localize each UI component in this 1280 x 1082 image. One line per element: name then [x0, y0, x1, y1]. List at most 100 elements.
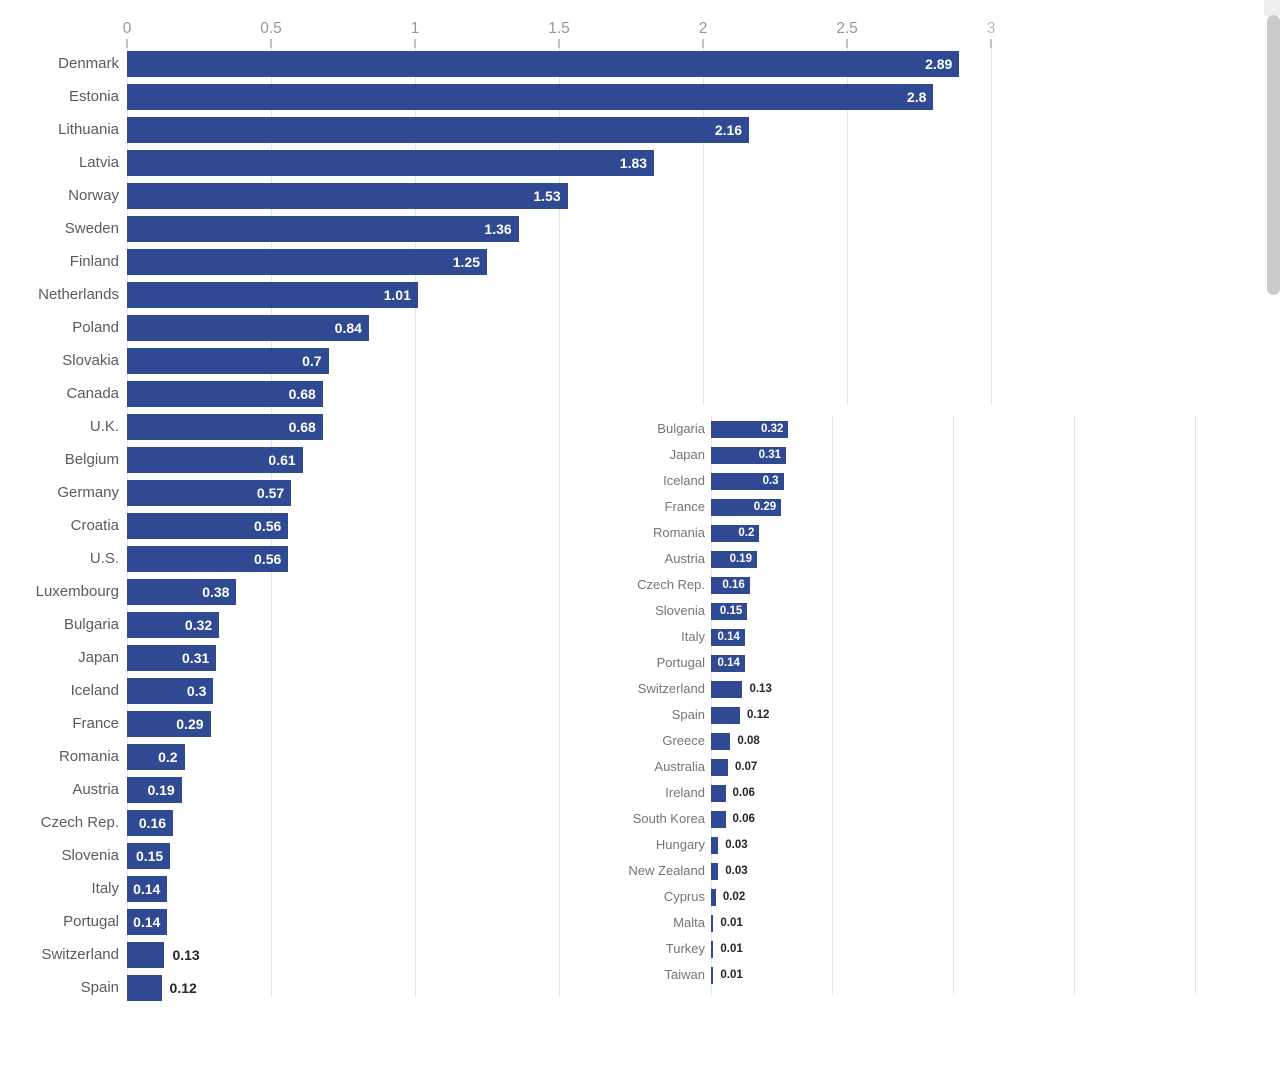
value-label-latvia: 1.83 — [619, 155, 648, 171]
bar-bulgaria — [127, 612, 220, 638]
value-label-slovenia: 0.15 — [719, 604, 743, 617]
bar-lithuania — [127, 117, 750, 143]
value-label-romania: 0.2 — [738, 526, 755, 539]
value-label-japan: 0.31 — [758, 448, 782, 461]
scrollbar-thumb[interactable] — [1267, 15, 1280, 295]
bar-iceland — [127, 678, 214, 704]
axis-tick-mark — [126, 39, 128, 48]
bar-greece — [711, 732, 731, 750]
value-label-france: 0.29 — [753, 500, 777, 513]
bar-u-k — [127, 414, 323, 440]
category-label-turkey: Turkey — [665, 941, 705, 956]
value-label-bulgaria: 0.32 — [184, 617, 213, 633]
category-label-austria: Austria — [664, 551, 705, 566]
bar-australia — [711, 758, 728, 776]
category-label-slovenia: Slovenia — [655, 603, 705, 618]
bar-spain — [711, 706, 741, 724]
bar-czech-rep — [127, 810, 174, 836]
bar-bulgaria — [711, 420, 789, 438]
gridline — [831, 416, 833, 995]
bar-ireland — [711, 784, 726, 802]
value-label-malta: 0.01 — [720, 916, 743, 929]
value-label-sweden: 1.36 — [484, 221, 512, 237]
category-label-spain: Spain — [671, 707, 705, 722]
axis-tick-mark — [846, 39, 848, 48]
value-label-cyprus: 0.02 — [722, 890, 746, 903]
category-label-italy: Italy — [681, 629, 705, 644]
value-label-slovakia: 0.7 — [302, 353, 322, 369]
category-label-slovenia: Slovenia — [61, 847, 119, 864]
category-label-japan: Japan — [669, 447, 705, 462]
scrollbar-track[interactable] — [1264, 0, 1280, 16]
category-label-hungary: Hungary — [655, 837, 705, 852]
value-label-portugal: 0.14 — [717, 656, 740, 669]
category-label-bulgaria: Bulgaria — [657, 421, 705, 436]
value-label-iceland: 0.3 — [762, 474, 779, 487]
category-label-italy: Italy — [91, 880, 119, 897]
category-label-austria: Austria — [72, 781, 119, 798]
value-label-ireland: 0.06 — [732, 786, 755, 799]
bar-new-zealand — [711, 862, 719, 880]
category-label-iceland: Iceland — [70, 682, 119, 699]
category-label-bulgaria: Bulgaria — [63, 616, 119, 633]
bar-iceland — [711, 472, 784, 490]
bar-estonia — [127, 84, 934, 110]
value-label-norway: 1.53 — [533, 188, 561, 204]
category-label-lithuania: Lithuania — [58, 121, 119, 138]
inset-chart-background — [615, 405, 1260, 997]
gridline — [558, 42, 560, 997]
bar-spain — [127, 975, 162, 1001]
category-label-slovakia: Slovakia — [62, 352, 119, 369]
axis-tick-label: 2.5 — [836, 20, 858, 37]
category-label-iceland: Iceland — [663, 473, 705, 488]
bar-cyprus — [711, 888, 716, 906]
value-label-poland: 0.84 — [334, 320, 362, 336]
bar-poland — [127, 315, 369, 341]
category-label-finland: Finland — [69, 253, 119, 270]
category-label-switzerland: Switzerland — [637, 681, 705, 696]
bar-sweden — [127, 216, 519, 242]
value-label-denmark: 2.89 — [925, 56, 953, 72]
category-label-portugal: Portugal — [63, 913, 119, 930]
bar-slovenia — [711, 602, 748, 620]
bar-portugal — [127, 909, 168, 935]
axis-tick-mark — [270, 39, 272, 48]
value-label-france: 0.29 — [176, 716, 204, 732]
axis-tick-label: 1.5 — [548, 20, 570, 37]
value-label-greece: 0.08 — [737, 734, 760, 747]
gridline — [414, 42, 416, 997]
bar-latvia — [127, 150, 655, 176]
bar-luxembourg — [127, 579, 237, 605]
bar-slovakia — [127, 348, 329, 374]
value-label-u-s: 0.56 — [254, 551, 282, 567]
category-label-taiwan: Taiwan — [664, 967, 705, 982]
value-label-turkey: 0.01 — [720, 942, 743, 955]
bar-taiwan — [711, 966, 714, 984]
value-label-finland: 1.25 — [452, 254, 480, 270]
value-label-spain: 0.12 — [169, 980, 197, 996]
value-label-netherlands: 1.01 — [383, 287, 411, 303]
value-label-luxembourg: 0.38 — [202, 584, 230, 600]
bar-south-korea — [711, 810, 726, 828]
bar-austria — [711, 550, 757, 568]
bar-switzerland — [711, 680, 743, 698]
bar-netherlands — [127, 282, 418, 308]
category-label-norway: Norway — [68, 187, 119, 204]
category-label-malta: Malta — [673, 915, 705, 930]
category-label-latvia: Latvia — [78, 154, 119, 171]
category-label-portugal: Portugal — [656, 655, 705, 670]
value-label-hungary: 0.03 — [725, 838, 748, 851]
bar-japan — [711, 446, 787, 464]
axis-tick-label: 0.5 — [260, 20, 282, 37]
gridline — [952, 416, 954, 995]
value-label-south-korea: 0.06 — [732, 812, 755, 825]
bar-belgium — [127, 447, 303, 473]
category-label-denmark: Denmark — [58, 55, 119, 72]
bar-denmark — [127, 51, 960, 77]
category-label-germany: Germany — [57, 484, 119, 501]
bar-japan — [127, 645, 217, 671]
bar-czech-rep — [711, 576, 750, 594]
category-label-south-korea: South Korea — [632, 811, 705, 826]
bar-germany — [127, 480, 292, 506]
bar-slovenia — [127, 843, 171, 869]
